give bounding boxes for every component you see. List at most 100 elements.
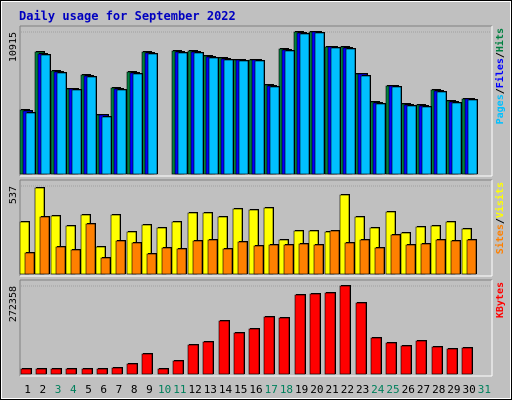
bar-kbytes [309, 293, 321, 375]
x-tick-label: 29 [447, 383, 460, 396]
x-tick-label: 17 [265, 383, 278, 396]
bar-pages [177, 52, 188, 175]
bar-kbytes [96, 368, 108, 375]
bar-kbytes [218, 320, 230, 375]
bar-pages [314, 32, 325, 175]
bar-sites [405, 244, 416, 275]
x-tick-label: 9 [146, 383, 153, 396]
bar-sites [466, 239, 477, 275]
x-tick-label: 2 [40, 383, 47, 396]
bar-kbytes [248, 328, 260, 375]
x-tick-label: 31 [478, 383, 491, 396]
legend-entry: Files [494, 58, 506, 88]
bar-kbytes [35, 368, 47, 375]
bar-pages [132, 73, 143, 175]
bar-kbytes [111, 367, 123, 375]
bar-kbytes [172, 360, 184, 375]
bar-pages [269, 86, 280, 175]
bar-sites [344, 242, 355, 275]
bar-pages [147, 53, 158, 175]
bar-sites [146, 253, 157, 275]
bar-visits [50, 215, 61, 275]
x-tick-label: 22 [341, 383, 354, 396]
legend-entry: / [495, 88, 506, 94]
legend-entry: Sites [494, 224, 506, 254]
bar-kbytes [385, 342, 397, 375]
bar-sites [176, 248, 187, 275]
bar-sites [313, 244, 324, 275]
chart-panels: 10915Pages/Files/Hits537Sites/Visits2723… [8, 25, 506, 377]
bar-sites [283, 244, 294, 275]
x-tick-label: 7 [116, 383, 123, 396]
series-pages [25, 32, 478, 175]
bar-pages [238, 60, 249, 175]
x-tick-label: 6 [100, 383, 107, 396]
bar-kbytes [415, 340, 427, 375]
bar-sites [207, 239, 218, 275]
bar-kbytes [446, 348, 458, 375]
bar-pages [56, 72, 67, 175]
bar-sites [390, 234, 401, 275]
bar-kbytes [294, 294, 306, 375]
bar-kbytes [400, 345, 412, 375]
x-tick-label: 26 [402, 383, 415, 396]
bar-pages [71, 89, 82, 175]
bar-sites [100, 257, 111, 275]
bar-sites [329, 230, 340, 275]
legend: Sites/Visits [494, 182, 506, 254]
bar-sites [420, 243, 431, 275]
legend: Pages/Files/Hits [494, 28, 506, 124]
panel-visits-sites: 537 Sites/Visits [8, 179, 506, 277]
x-tick-label: 18 [280, 383, 293, 396]
y-max-label: 537 [8, 186, 19, 204]
series-sites [24, 216, 477, 275]
x-tick-label: 27 [417, 383, 430, 396]
bar-kbytes [141, 353, 153, 375]
bar-visits [263, 207, 274, 275]
bar-sites [85, 223, 96, 275]
bar-pages [284, 50, 295, 175]
bar-kbytes [50, 368, 62, 375]
panel-kbytes: 272358 KBytes [8, 279, 506, 377]
x-tick-label: 21 [326, 383, 339, 396]
bar-sites [161, 247, 172, 275]
x-tick-label: 1 [24, 383, 31, 396]
legend-entry: / [495, 218, 506, 224]
bar-sites [268, 244, 279, 275]
bar-kbytes [233, 332, 245, 375]
bar-kbytes [278, 317, 290, 375]
bar-kbytes [126, 363, 138, 375]
bar-sites [192, 240, 203, 275]
bar-sites [374, 247, 385, 275]
bar-pages [299, 33, 310, 175]
bar-sites [222, 248, 233, 275]
bar-pages [345, 48, 356, 175]
bar-pages [406, 105, 417, 175]
legend-entry: Hits [494, 28, 506, 52]
bar-kbytes [431, 346, 443, 375]
bar-visits [248, 209, 259, 275]
bar-sites [55, 246, 66, 275]
bar-sites [115, 240, 126, 275]
x-tick-label: 19 [295, 383, 308, 396]
series-kbytes [20, 285, 473, 375]
bar-sites [450, 240, 461, 275]
bar-sites [298, 243, 309, 275]
x-tick-label: 5 [85, 383, 92, 396]
bar-pages [421, 106, 432, 175]
bar-sites [39, 216, 50, 275]
bar-pages [25, 112, 36, 175]
x-axis-labels: 1 2 3 4 5 6 7 8 9 10 11 12 13 14 15 16 17 18 19 20 21 22 23 24 2… [24, 383, 491, 396]
x-tick-label: 30 [463, 383, 476, 396]
legend-entry: Visits [494, 182, 506, 218]
bar-pages [40, 54, 51, 175]
y-max-label: 10915 [8, 32, 19, 62]
bar-kbytes [355, 302, 367, 375]
bar-sites [237, 241, 248, 275]
bar-kbytes [187, 344, 199, 375]
x-tick-label: 13 [204, 383, 217, 396]
legend-entry: Pages [495, 94, 506, 124]
